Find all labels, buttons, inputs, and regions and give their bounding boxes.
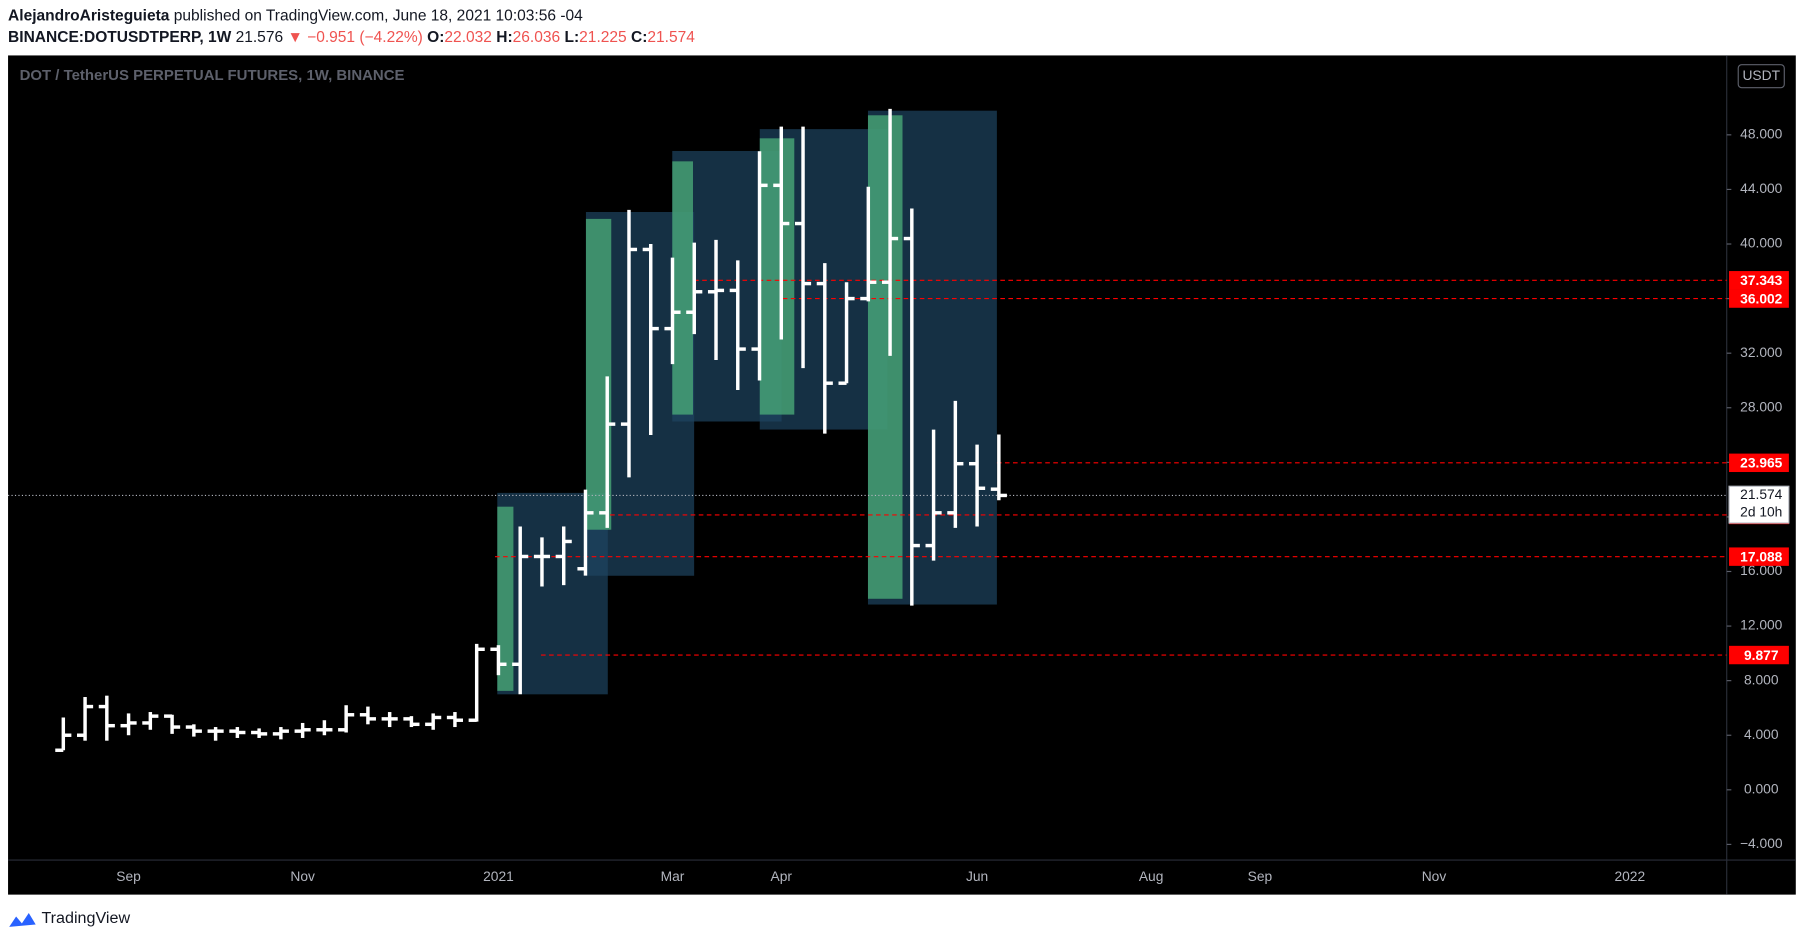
x-tick-label: Sep: [1248, 868, 1273, 884]
x-tick-label: Nov: [290, 868, 315, 884]
y-tick-label: 0.000: [1744, 780, 1779, 796]
symbol: BINANCE:DOTUSDTPERP, 1W: [8, 29, 232, 46]
last-price-label: 21.574: [1740, 486, 1783, 502]
profile-hist: [672, 161, 693, 415]
header-line: AlejandroAristeguieta published on Tradi…: [8, 7, 583, 24]
last: 21.576: [236, 29, 284, 46]
level-label: 23.965: [1740, 455, 1783, 471]
level-label-bg: [1729, 645, 1789, 665]
y-tick-label: −4.000: [1740, 835, 1783, 851]
brand: TradingView: [41, 909, 130, 927]
y-tick-label: 12.000: [1740, 617, 1783, 633]
c-label: C:: [631, 29, 647, 46]
profile-hist: [759, 138, 795, 415]
y-tick-label: 8.000: [1744, 671, 1779, 687]
author: AlejandroAristeguieta: [8, 7, 170, 24]
y-tick-label: 48.000: [1740, 125, 1783, 141]
level-label-bg: [1729, 453, 1789, 473]
h: 26.036: [513, 29, 561, 46]
level-label-bg: [1729, 271, 1789, 290]
published: published on TradingView.com, June 18, 2…: [174, 7, 583, 24]
level-label: 17.088: [1740, 548, 1783, 564]
chart-title: DOT / TetherUS PERPETUAL FUTURES, 1W, BI…: [20, 67, 405, 84]
x-tick-label: Nov: [1422, 868, 1447, 884]
last-price-bg: [1728, 485, 1790, 524]
level-label-bg: [1729, 547, 1789, 566]
level-label-bg: [1729, 289, 1789, 308]
l: 21.225: [579, 29, 627, 46]
symbol-line: BINANCE:DOTUSDTPERP, 1W 21.576 ▼ −0.951 …: [8, 29, 695, 46]
x-tick-label: Sep: [116, 868, 141, 884]
x-tick-label: Aug: [1139, 868, 1164, 884]
profile-hist: [497, 506, 514, 691]
change: ▼ −0.951 (−4.22%): [287, 29, 422, 46]
x-tick-label: 2022: [1614, 868, 1645, 884]
l-label: L:: [565, 29, 580, 46]
footer-logo: TradingView: [9, 909, 130, 927]
h-label: H:: [496, 29, 512, 46]
currency: USDT: [1742, 67, 1780, 83]
level-label: 9.877: [1744, 647, 1779, 663]
currency-box: [1737, 64, 1785, 89]
y-tick-label: 44.000: [1740, 180, 1783, 196]
x-tick-label: 2021: [483, 868, 514, 884]
o-label: O:: [427, 29, 444, 46]
y-tick-label: 40.000: [1740, 235, 1783, 251]
y-tick-label: 28.000: [1740, 398, 1783, 414]
x-tick-label: Mar: [661, 868, 685, 884]
x-tick-label: Jun: [966, 868, 988, 884]
y-tick-label: 16.000: [1740, 562, 1783, 578]
level-label: 36.002: [1740, 290, 1783, 306]
y-tick-label: 32.000: [1740, 344, 1783, 360]
x-tick-label: Apr: [771, 868, 793, 884]
o: 22.032: [444, 29, 492, 46]
logo-icon: [9, 913, 36, 927]
c: 21.574: [647, 29, 695, 46]
level-label: 37.343: [1740, 272, 1783, 288]
y-tick-label: 4.000: [1744, 726, 1779, 742]
countdown: 2d 10h: [1740, 503, 1782, 519]
profile-hist: [867, 115, 903, 599]
